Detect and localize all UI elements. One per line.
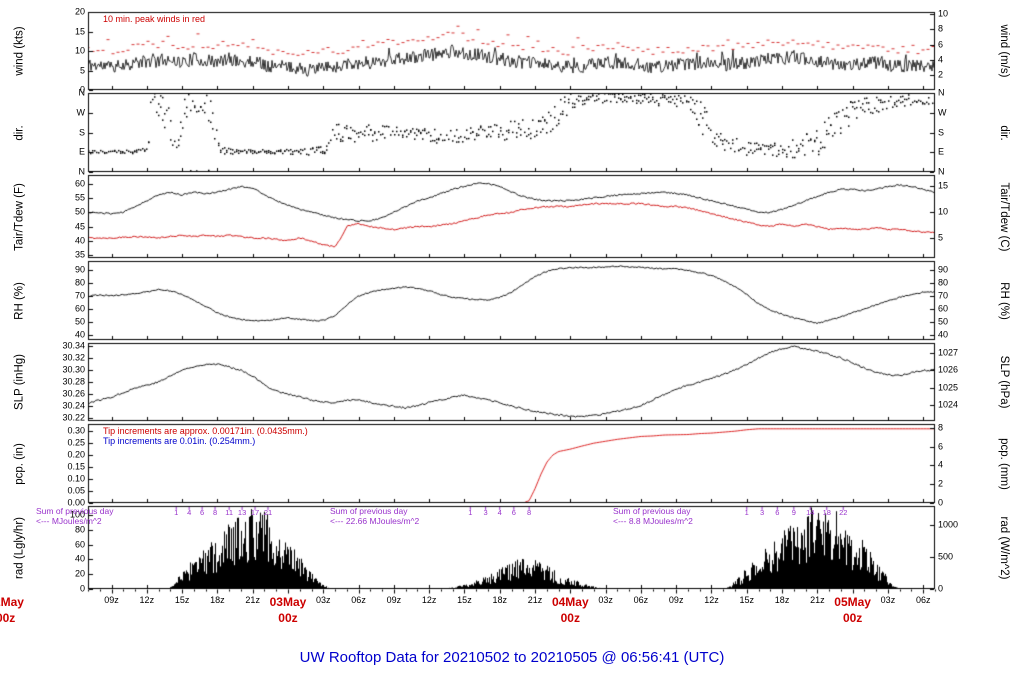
chart-title: UW Rooftop Data for 20210502 to 20210505… <box>299 649 725 666</box>
